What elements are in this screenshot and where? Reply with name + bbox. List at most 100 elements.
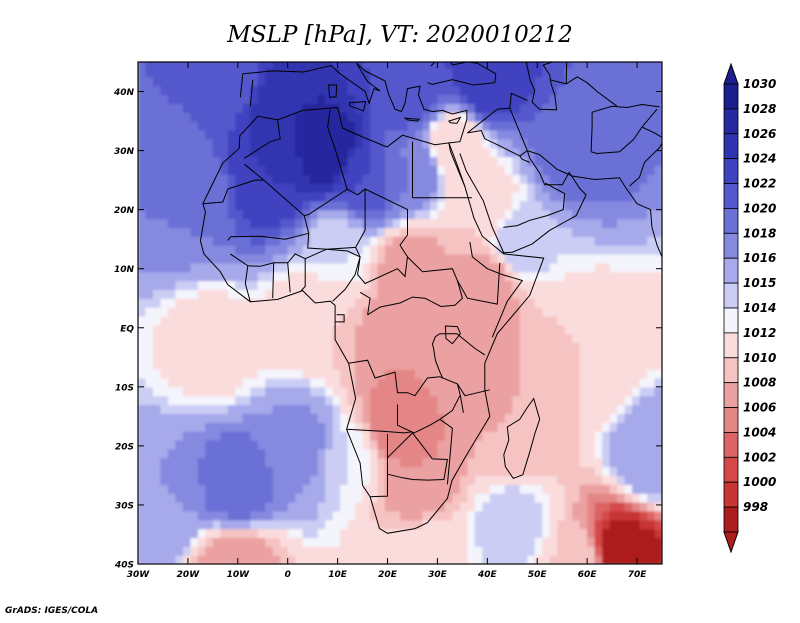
field-cell — [340, 271, 349, 282]
field-cell — [212, 528, 221, 539]
field-cell — [602, 369, 611, 379]
field-cell — [557, 501, 566, 512]
field-cell — [587, 209, 596, 220]
crete — [403, 117, 420, 122]
field-cell — [370, 227, 379, 237]
field-cell — [385, 298, 394, 308]
field-cell — [190, 510, 199, 521]
field-cell — [227, 147, 236, 158]
field-cell — [377, 457, 386, 468]
field-cell — [355, 457, 364, 468]
field-cell — [557, 510, 566, 521]
field-cell — [407, 112, 416, 122]
field-cell — [317, 156, 326, 166]
field-cell — [654, 307, 662, 317]
field-cell — [459, 121, 468, 131]
field-cell — [332, 457, 341, 468]
field-cell — [145, 103, 154, 113]
field-cell — [190, 227, 199, 237]
field-cell — [400, 439, 409, 450]
field-cell — [407, 484, 416, 494]
field-cell — [205, 386, 214, 397]
field-cell — [632, 466, 641, 477]
field-cell — [519, 174, 528, 184]
field-cell — [205, 85, 214, 96]
field-cell — [400, 493, 409, 503]
field-cell — [152, 546, 162, 556]
border-2 — [202, 179, 264, 205]
field-cell — [609, 377, 618, 388]
field-cell — [632, 218, 641, 228]
field-cell — [355, 129, 364, 140]
field-cell — [632, 439, 641, 450]
field-cell — [422, 85, 431, 96]
field-cell — [504, 395, 513, 406]
field-cell — [392, 121, 401, 131]
field-cell — [504, 253, 513, 264]
field-cell — [302, 484, 311, 494]
field-cell — [250, 431, 259, 441]
field-cell — [205, 360, 214, 370]
field-cell — [429, 501, 439, 512]
field-cell — [212, 413, 221, 423]
field-cell — [265, 289, 274, 299]
field-cell — [317, 227, 326, 237]
field-cell — [167, 537, 177, 547]
field-cell — [542, 555, 551, 564]
field-cell — [265, 537, 274, 547]
field-cell — [572, 342, 581, 352]
field-cell — [452, 200, 461, 211]
field-cell — [190, 528, 199, 539]
field-cell — [182, 377, 191, 388]
field-cell — [572, 422, 581, 432]
field-cell — [564, 307, 573, 317]
field-cell — [392, 386, 401, 397]
field-cell — [647, 289, 656, 299]
field-cell — [227, 209, 236, 220]
field-cell — [647, 555, 656, 564]
field-cell — [347, 112, 356, 122]
field-cell — [190, 493, 199, 503]
field-cell — [152, 369, 162, 379]
field-cell — [265, 386, 274, 397]
field-cell — [212, 546, 221, 556]
field-cell — [452, 262, 461, 273]
field-cell — [340, 227, 349, 237]
field-cell — [212, 103, 221, 113]
field-cell — [654, 404, 662, 414]
field-cell — [557, 262, 566, 273]
field-cell — [459, 236, 468, 246]
field-cell — [497, 333, 506, 344]
field-cell — [325, 156, 334, 166]
field-cell — [175, 236, 184, 246]
field-cell — [647, 76, 656, 87]
field-cell — [257, 289, 266, 299]
border-28 — [335, 314, 345, 323]
field-cell — [182, 315, 191, 326]
field-cell — [347, 493, 356, 503]
field-cell — [370, 218, 379, 228]
field-cell — [310, 62, 319, 69]
field-cell — [557, 315, 566, 326]
field-cell — [564, 67, 573, 78]
field-cell — [482, 386, 491, 397]
field-cell — [227, 342, 236, 352]
field-cell — [534, 360, 543, 370]
field-cell — [362, 457, 371, 468]
field-cell — [452, 555, 461, 564]
field-cell — [287, 404, 296, 414]
field-cell — [190, 324, 199, 335]
field-cell — [482, 245, 491, 255]
field-cell — [542, 333, 551, 344]
field-cell — [190, 386, 199, 397]
field-cell — [340, 245, 349, 255]
field-cell — [242, 546, 251, 556]
field-cell — [370, 209, 379, 220]
border-20 — [439, 376, 490, 397]
field-cell — [160, 555, 169, 564]
field-cell — [212, 484, 221, 494]
field-cell — [295, 448, 304, 459]
field-cell — [414, 289, 424, 299]
field-cell — [407, 457, 416, 468]
field-cell — [497, 76, 506, 87]
